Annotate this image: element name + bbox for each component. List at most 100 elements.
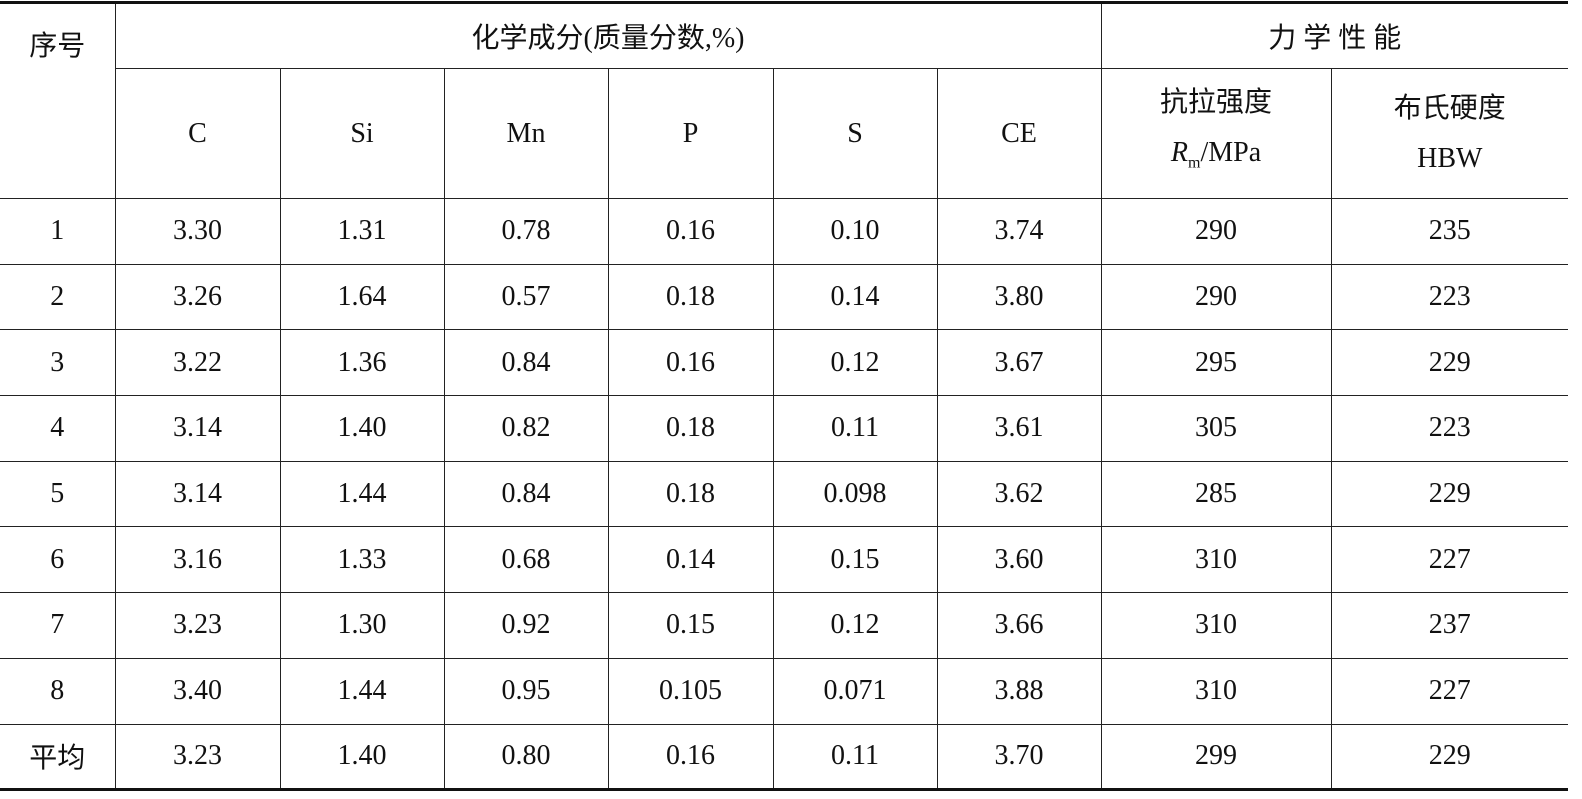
table-cell: 0.80 bbox=[443, 723, 609, 792]
table-row: 5 3.14 1.44 0.84 0.18 0.098 3.62 285 229 bbox=[0, 460, 1569, 528]
table-cell: 4 bbox=[0, 395, 116, 462]
table-cell: 237 bbox=[1330, 592, 1569, 659]
table-cell: 0.15 bbox=[772, 526, 938, 594]
table-cell: 3.22 bbox=[114, 329, 281, 397]
table-row: 4 3.14 1.40 0.82 0.18 0.11 3.61 305 223 bbox=[0, 395, 1569, 462]
subscript: m bbox=[1188, 154, 1201, 172]
table-cell: 305 bbox=[1100, 395, 1332, 462]
table-cell: 平均 bbox=[0, 723, 116, 792]
table-cell: 3.66 bbox=[936, 592, 1102, 659]
table-cell: 295 bbox=[1100, 329, 1332, 397]
table-row: 7 3.23 1.30 0.92 0.15 0.12 3.66 310 237 bbox=[0, 592, 1569, 659]
table-cell: 0.84 bbox=[443, 460, 609, 528]
table-cell: 1.31 bbox=[279, 198, 445, 265]
table-row: 1 3.30 1.31 0.78 0.16 0.10 3.74 290 235 bbox=[0, 198, 1569, 265]
table-cell: 310 bbox=[1100, 657, 1332, 725]
table-cell: 0.14 bbox=[607, 526, 774, 594]
table-cell: 0.15 bbox=[607, 592, 774, 659]
table-cell: 2 bbox=[0, 263, 116, 331]
table-cell: 3.14 bbox=[114, 460, 281, 528]
table-row: 6 3.16 1.33 0.68 0.14 0.15 3.60 310 227 bbox=[0, 526, 1569, 594]
table-cell: 3.40 bbox=[114, 657, 281, 725]
table-cell: 310 bbox=[1100, 526, 1332, 594]
table-cell: 0.16 bbox=[607, 329, 774, 397]
table-cell: 7 bbox=[0, 592, 116, 659]
header-cell: 抗拉强度 Rm/MPa bbox=[1100, 68, 1332, 199]
symbol: R bbox=[1170, 137, 1189, 169]
table-cell: 0.098 bbox=[772, 460, 938, 528]
header-cell: Si bbox=[279, 68, 445, 199]
table-cell: 3.61 bbox=[936, 395, 1102, 462]
table-cell: 290 bbox=[1100, 263, 1332, 331]
table-cell: 0.12 bbox=[772, 592, 938, 659]
table-cell: 0.16 bbox=[607, 198, 774, 265]
table-cell: 229 bbox=[1330, 329, 1569, 397]
table-cell: 0.14 bbox=[772, 263, 938, 331]
table-cell: 1.36 bbox=[279, 329, 445, 397]
table-cell: 0.84 bbox=[443, 329, 609, 397]
table-cell: 1.33 bbox=[279, 526, 445, 594]
table-cell: 0.95 bbox=[443, 657, 609, 725]
header-cell: 序号 bbox=[0, 1, 116, 199]
table-cell: 3.23 bbox=[114, 592, 281, 659]
table-cell: 3.30 bbox=[114, 198, 281, 265]
table-cell: 3.14 bbox=[114, 395, 281, 462]
table-cell: 0.12 bbox=[772, 329, 938, 397]
table-cell: 6 bbox=[0, 526, 116, 594]
table-cell: 0.82 bbox=[443, 395, 609, 462]
header-cell: 布氏硬度 HBW bbox=[1330, 68, 1569, 199]
table-row: 3 3.22 1.36 0.84 0.16 0.12 3.67 295 229 bbox=[0, 329, 1569, 397]
header-unit: Rm/MPa bbox=[1102, 128, 1331, 189]
table-cell: 0.78 bbox=[443, 198, 609, 265]
header-text: 抗拉强度 bbox=[1160, 87, 1273, 119]
table-cell: 0.18 bbox=[607, 395, 774, 462]
table-cell: 3.80 bbox=[936, 263, 1102, 331]
table-cell: 1.44 bbox=[279, 657, 445, 725]
header-cell: C bbox=[115, 68, 281, 199]
header-cell: 化学成分(质量分数,%) bbox=[114, 1, 1102, 69]
table-cell: 3.62 bbox=[936, 460, 1102, 528]
table-cell: 0.68 bbox=[443, 526, 609, 594]
table-cell: 227 bbox=[1330, 657, 1569, 725]
table-cell: 0.18 bbox=[607, 460, 774, 528]
table-cell: 1.64 bbox=[279, 263, 445, 331]
table-cell: 0.18 bbox=[607, 263, 774, 331]
table-row: 平均 3.23 1.40 0.80 0.16 0.11 3.70 299 229 bbox=[0, 723, 1569, 792]
table-cell: 3.16 bbox=[114, 526, 281, 594]
table-cell: 8 bbox=[0, 657, 116, 725]
table-cell: 1.30 bbox=[279, 592, 445, 659]
table-row: 8 3.40 1.44 0.95 0.105 0.071 3.88 310 227 bbox=[0, 657, 1569, 725]
table-cell: 3.60 bbox=[936, 526, 1102, 594]
table-cell: 0.071 bbox=[772, 657, 938, 725]
table-cell: 3.23 bbox=[114, 723, 281, 792]
table-cell: 3.67 bbox=[936, 329, 1102, 397]
table-cell: 310 bbox=[1100, 592, 1332, 659]
header-text: 布氏硬度 bbox=[1393, 92, 1506, 124]
table-cell: 3.74 bbox=[936, 198, 1102, 265]
table-cell: 285 bbox=[1100, 460, 1332, 528]
table-cell: 229 bbox=[1330, 723, 1569, 792]
table-cell: 0.57 bbox=[443, 263, 609, 331]
table-row: 2 3.26 1.64 0.57 0.18 0.14 3.80 290 223 bbox=[0, 263, 1569, 331]
table-cell: 3.88 bbox=[936, 657, 1102, 725]
table-cell: 227 bbox=[1330, 526, 1569, 594]
table-cell: 299 bbox=[1100, 723, 1332, 792]
table-cell: 235 bbox=[1330, 198, 1569, 265]
table-cell: 229 bbox=[1330, 460, 1569, 528]
header-cell: S bbox=[772, 68, 938, 199]
table-cell: 0.16 bbox=[607, 723, 774, 792]
table-body: 1 3.30 1.31 0.78 0.16 0.10 3.74 290 235 2 3.26 1.64… bbox=[0, 198, 1569, 792]
table-cell: 1.44 bbox=[279, 460, 445, 528]
table-cell: 1.40 bbox=[279, 395, 445, 462]
header-cell: Mn bbox=[443, 68, 609, 199]
table-cell: 3.26 bbox=[114, 263, 281, 331]
table-cell: 0.92 bbox=[443, 592, 609, 659]
table-cell: 290 bbox=[1100, 198, 1332, 265]
header-cell: CE bbox=[936, 68, 1102, 199]
table-cell: 0.11 bbox=[772, 395, 938, 462]
table-cell: 3.70 bbox=[936, 723, 1102, 792]
table-cell: 223 bbox=[1330, 395, 1569, 462]
unit: /MPa bbox=[1200, 137, 1262, 169]
